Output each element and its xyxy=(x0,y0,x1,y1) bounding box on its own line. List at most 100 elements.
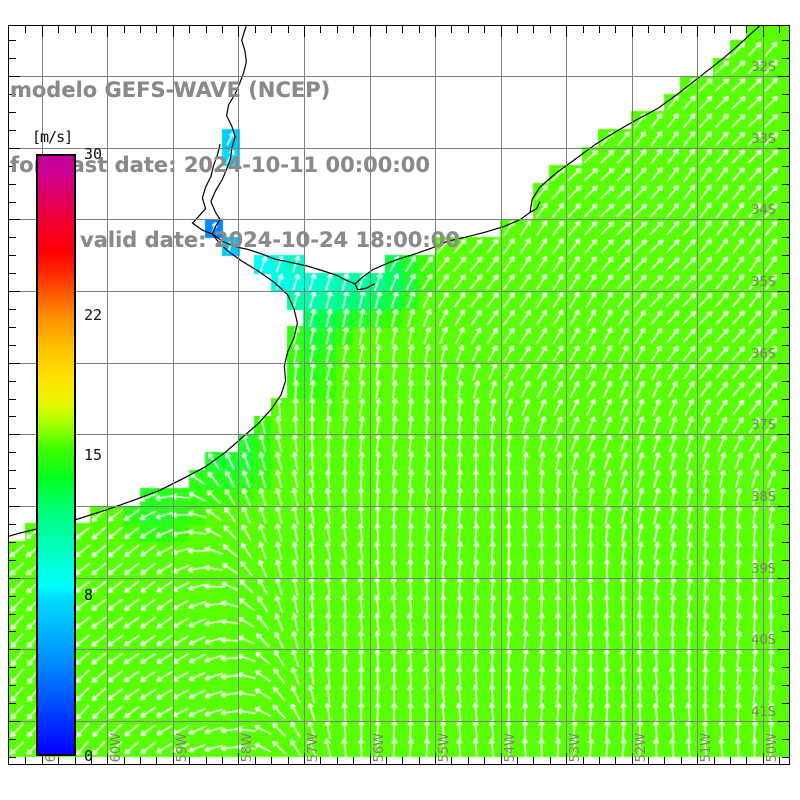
axis-tick xyxy=(9,524,16,525)
grid-line-lon-52W xyxy=(632,26,633,764)
axis-tick xyxy=(778,148,789,149)
lon-label-57W: 57W xyxy=(306,732,321,762)
colorbar-tick-22: 22 xyxy=(84,305,103,324)
axis-tick xyxy=(9,76,20,77)
axis-tick xyxy=(9,542,16,543)
axis-tick xyxy=(782,202,789,203)
colorbar-legend: [m/s] 30 22 15 8 0 xyxy=(28,128,118,768)
axis-tick xyxy=(782,40,789,41)
axis-tick xyxy=(9,166,16,167)
axis-tick xyxy=(419,26,420,33)
axis-tick xyxy=(189,757,190,764)
axis-tick xyxy=(9,255,16,256)
axis-tick xyxy=(9,739,16,740)
axis-tick xyxy=(681,26,682,33)
axis-tick xyxy=(566,753,567,764)
axis-tick xyxy=(9,649,20,650)
grid-line-lat-39S xyxy=(9,578,789,579)
axis-tick xyxy=(9,58,16,59)
axis-tick xyxy=(763,26,764,37)
axis-tick xyxy=(599,757,600,764)
grid-line-lon-55W xyxy=(435,26,436,764)
axis-tick xyxy=(91,26,92,33)
axis-tick xyxy=(304,26,305,37)
axis-tick xyxy=(9,363,20,364)
axis-tick xyxy=(730,757,731,764)
axis-tick xyxy=(782,757,789,758)
axis-tick xyxy=(435,26,436,37)
axis-tick xyxy=(468,26,469,33)
axis-tick xyxy=(107,753,108,764)
axis-tick xyxy=(271,757,272,764)
axis-tick xyxy=(140,757,141,764)
axis-tick xyxy=(615,26,616,33)
axis-tick xyxy=(468,757,469,764)
axis-tick xyxy=(9,416,16,417)
grid-line-lat-32S xyxy=(9,76,789,77)
axis-tick xyxy=(451,757,452,764)
axis-tick xyxy=(533,757,534,764)
lon-label-55W: 55W xyxy=(437,732,452,762)
axis-tick xyxy=(206,26,207,33)
axis-tick xyxy=(140,26,141,33)
axis-tick xyxy=(9,94,16,95)
axis-tick xyxy=(9,721,20,722)
axis-tick xyxy=(58,757,59,764)
axis-tick xyxy=(746,757,747,764)
axis-tick xyxy=(9,184,16,185)
axis-tick xyxy=(664,757,665,764)
axis-tick xyxy=(782,596,789,597)
axis-tick xyxy=(402,757,403,764)
axis-tick xyxy=(782,524,789,525)
axis-tick xyxy=(583,757,584,764)
axis-tick xyxy=(75,757,76,764)
axis-tick xyxy=(173,26,174,37)
axis-tick xyxy=(9,291,20,292)
grid-line-lon-53W xyxy=(566,26,567,764)
axis-tick xyxy=(451,26,452,33)
axis-tick xyxy=(782,130,789,131)
axis-tick xyxy=(782,327,789,328)
axis-tick xyxy=(782,416,789,417)
axis-tick xyxy=(763,753,764,764)
axis-tick xyxy=(386,757,387,764)
grid-line-lon-58W xyxy=(238,26,239,764)
axis-tick xyxy=(42,753,43,764)
axis-tick xyxy=(419,757,420,764)
axis-tick xyxy=(782,685,789,686)
axis-tick xyxy=(778,291,789,292)
axis-tick xyxy=(238,753,239,764)
grid-line-lon-56W xyxy=(370,26,371,764)
axis-tick xyxy=(9,452,16,453)
axis-tick xyxy=(782,381,789,382)
axis-tick xyxy=(386,26,387,33)
lon-label-58W: 58W xyxy=(240,732,255,762)
axis-tick xyxy=(714,757,715,764)
axis-tick xyxy=(9,112,16,113)
axis-tick xyxy=(501,753,502,764)
axis-tick xyxy=(778,506,789,507)
axis-tick xyxy=(222,26,223,33)
lat-label-38S: 38S xyxy=(751,490,776,505)
lat-label-32S: 32S xyxy=(751,60,776,75)
lat-label-36S: 36S xyxy=(751,347,776,362)
axis-tick xyxy=(156,757,157,764)
axis-tick xyxy=(782,470,789,471)
axis-tick xyxy=(91,757,92,764)
axis-tick xyxy=(779,26,780,33)
grid-line-lat-38S xyxy=(9,506,789,507)
lat-label-40S: 40S xyxy=(751,633,776,648)
axis-tick xyxy=(320,757,321,764)
axis-tick xyxy=(9,631,16,632)
axis-tick xyxy=(782,237,789,238)
axis-tick xyxy=(9,237,16,238)
axis-tick xyxy=(9,596,16,597)
axis-tick xyxy=(370,26,371,37)
axis-tick xyxy=(9,488,16,489)
map-frame[interactable]: 61W60W59W58W57W56W55W54W53W52W51W50W 32S… xyxy=(8,25,790,765)
lat-label-33S: 33S xyxy=(751,132,776,147)
axis-tick xyxy=(782,614,789,615)
axis-tick xyxy=(782,273,789,274)
axis-tick xyxy=(533,26,534,33)
